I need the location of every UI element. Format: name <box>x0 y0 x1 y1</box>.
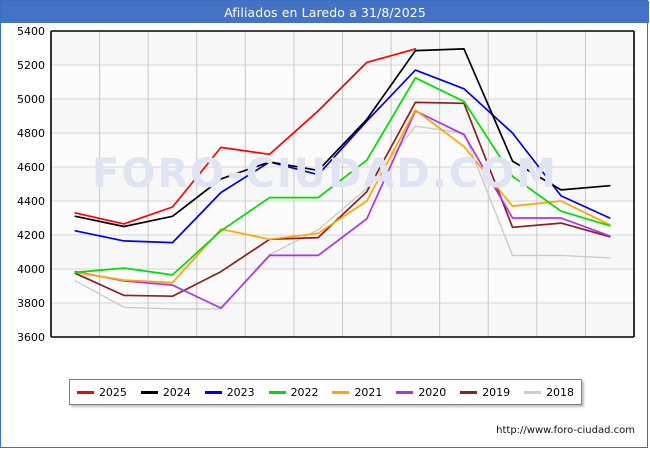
y-tick-label: 4400 <box>17 195 45 208</box>
series-line-2024[interactable] <box>74 48 611 228</box>
legend-swatch-icon <box>268 390 286 394</box>
y-tick-label: 5400 <box>17 25 45 38</box>
legend-label: 2019 <box>482 385 511 399</box>
legend-item-2022[interactable]: 2022 <box>268 385 319 399</box>
legend-swatch-icon <box>460 390 478 394</box>
y-tick-label: 4000 <box>17 263 45 276</box>
source-url: http://www.foro-ciudad.com <box>496 425 635 436</box>
legend-item-2021[interactable]: 2021 <box>332 386 382 399</box>
legend-item-2023[interactable]: 2023 <box>204 385 255 399</box>
legend-swatch-icon <box>332 390 350 394</box>
series-line-2020[interactable] <box>74 110 611 309</box>
series-line-2022[interactable] <box>74 76 611 276</box>
legend-label: 2018 <box>546 385 575 399</box>
series-line-2021[interactable] <box>74 109 611 284</box>
legend-label: 2025 <box>98 385 127 399</box>
y-tick-label: 4600 <box>17 161 45 174</box>
legend-label: 2024 <box>162 385 191 399</box>
chart-legend: 2025 2024 2023 2022 2021 2020 2019 2018 <box>69 379 582 405</box>
legend-swatch-icon <box>140 390 158 394</box>
legend-swatch-icon <box>204 390 222 394</box>
page-title: Afiliados en Laredo a 31/8/2025 <box>224 4 426 20</box>
series-line-2025[interactable] <box>74 48 417 225</box>
legend-label: 2022 <box>290 385 319 399</box>
legend-swatch-icon <box>524 390 542 394</box>
legend-item-2018[interactable]: 2018 <box>524 386 574 399</box>
series-line-2023[interactable] <box>74 69 611 244</box>
legend-swatch-icon <box>396 390 414 394</box>
y-tick-label: 3600 <box>17 331 45 341</box>
y-tick-label: 4200 <box>17 229 45 242</box>
y-tick-label: 4800 <box>17 127 45 140</box>
y-tick-label: 3800 <box>17 297 45 310</box>
legend-item-2020[interactable]: 2020 <box>396 386 446 399</box>
legend-label: 2021 <box>354 385 383 399</box>
plot-area: 3600 3800 4000 4200 4400 4600 4800 5000 5200 5400… <box>1 23 649 341</box>
legend-item-2019[interactable]: 2019 <box>460 386 510 399</box>
legend-label: 2020 <box>418 385 447 399</box>
y-tick-label: 5200 <box>17 59 45 72</box>
legend-swatch-icon <box>76 390 94 394</box>
y-tick-label: 5000 <box>17 93 45 106</box>
legend-item-2025[interactable]: 2025 <box>76 385 127 399</box>
series-line-2018[interactable] <box>74 125 611 310</box>
legend-item-2024[interactable]: 2024 <box>140 385 191 399</box>
window-title-bar: Afiliados en Laredo a 31/8/2025 <box>1 1 649 23</box>
legend-label: 2023 <box>226 385 255 399</box>
line-chart-svg: 3600 3800 4000 4200 4400 4600 4800 5000 5200 5400… <box>17 25 635 341</box>
series-line-2019[interactable] <box>74 101 611 298</box>
